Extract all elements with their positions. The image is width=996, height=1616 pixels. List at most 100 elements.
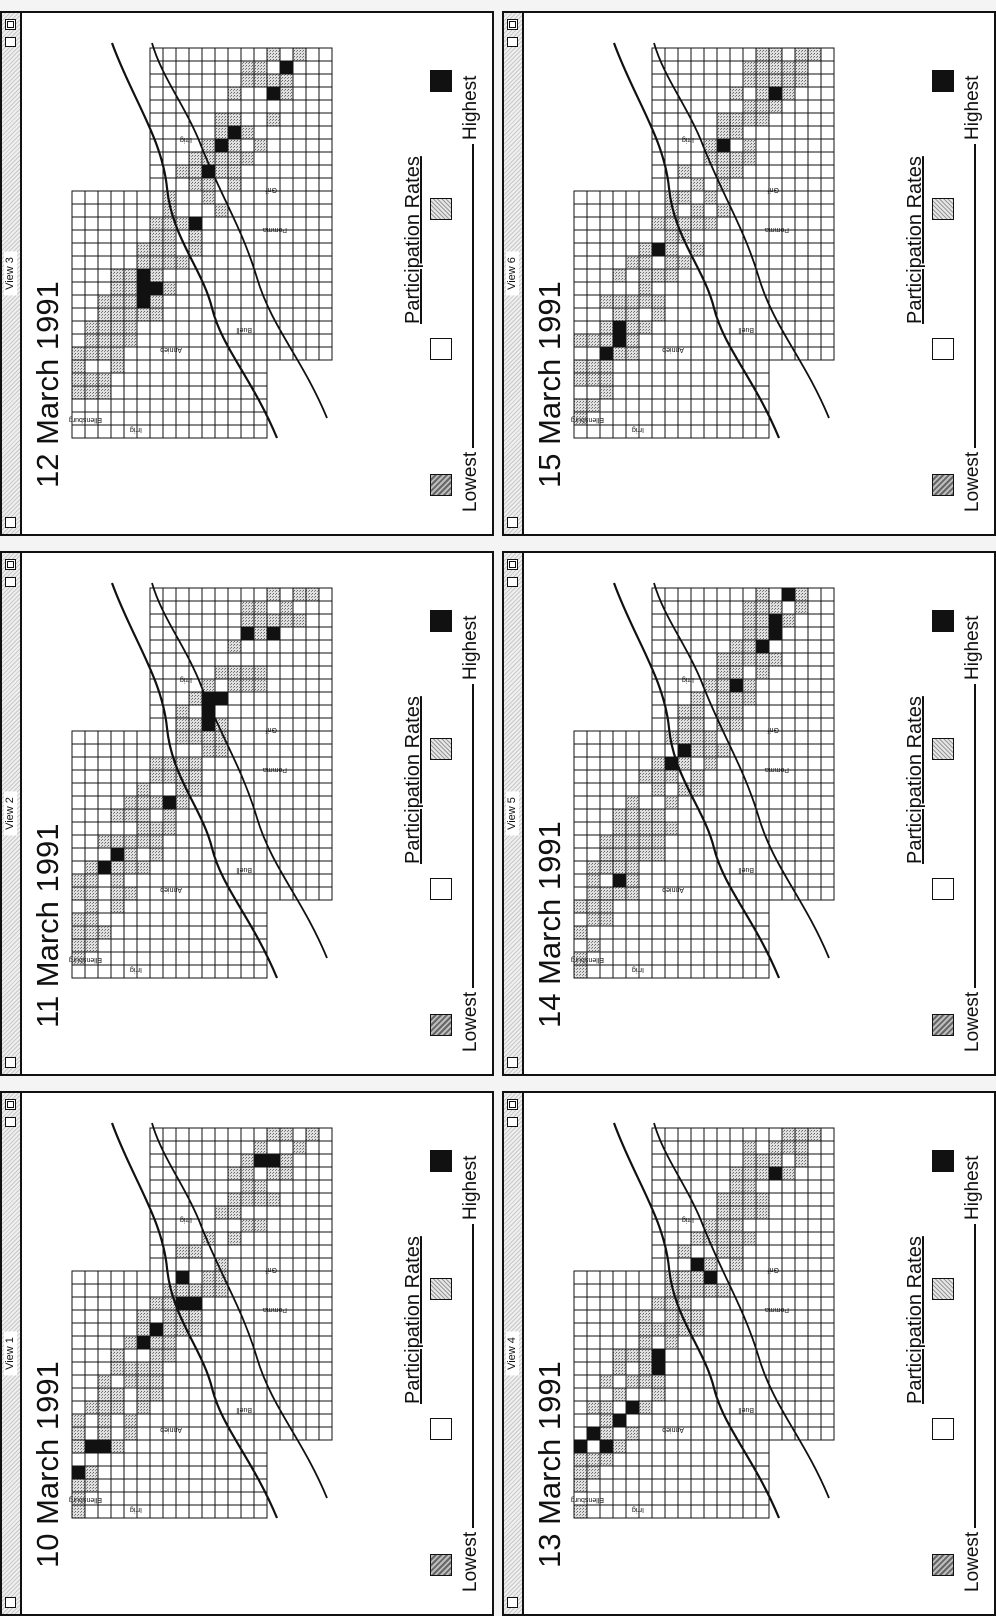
grid-cell bbox=[240, 665, 255, 680]
grid-cell bbox=[227, 1348, 242, 1363]
collapse-box-icon[interactable] bbox=[5, 37, 16, 47]
grid-cell bbox=[188, 821, 203, 836]
grid-cell bbox=[266, 86, 281, 101]
window-titlebar[interactable]: View 3 bbox=[2, 13, 22, 534]
grid-cell bbox=[227, 255, 242, 270]
grid-cell bbox=[110, 1296, 125, 1311]
zoom-box-icon[interactable] bbox=[5, 1099, 16, 1110]
view-window-6[interactable]: View 6 15 March 1991 Ellensburg Irrig Pomm… bbox=[502, 11, 996, 536]
close-box-icon[interactable] bbox=[5, 517, 16, 528]
grid-cell bbox=[794, 1348, 809, 1363]
grid-cell bbox=[227, 1218, 242, 1233]
grid-cell bbox=[651, 242, 666, 257]
grid-cell bbox=[768, 1166, 783, 1181]
grid-cell bbox=[690, 873, 705, 888]
grid-cell bbox=[214, 1322, 229, 1337]
grid-cell bbox=[240, 1231, 255, 1246]
zoom-box-icon[interactable] bbox=[5, 19, 16, 30]
grid-cell bbox=[175, 795, 190, 810]
view-window-3[interactable]: View 3 12 March 1991 Ellensburg Irrig Pomm… bbox=[0, 11, 494, 536]
grid-cell bbox=[612, 281, 627, 296]
grid-cell bbox=[71, 1296, 86, 1311]
legend-title: Participation Rates bbox=[402, 156, 424, 324]
grid-cell bbox=[599, 1348, 614, 1363]
grid-cell bbox=[149, 1504, 164, 1519]
grid-cell bbox=[651, 704, 666, 719]
grid-cell bbox=[703, 1140, 718, 1155]
grid-cell bbox=[703, 203, 718, 218]
zoom-box-icon[interactable] bbox=[5, 559, 16, 570]
window-titlebar[interactable]: View 6 bbox=[504, 13, 524, 534]
grid-cell bbox=[266, 639, 281, 654]
grid-cell bbox=[690, 320, 705, 335]
grid-cell bbox=[162, 769, 177, 784]
grid-cell bbox=[71, 743, 86, 758]
zoom-box-icon[interactable] bbox=[507, 19, 518, 30]
map-place-label: Buell bbox=[738, 326, 754, 333]
grid-cell bbox=[625, 1348, 640, 1363]
collapse-box-icon[interactable] bbox=[507, 1117, 518, 1127]
view-window-4[interactable]: View 4 13 March 1991 Ellensburg Irrig Pomm… bbox=[502, 1091, 996, 1616]
grid-cell bbox=[162, 1361, 177, 1376]
zoom-box-icon[interactable] bbox=[507, 559, 518, 570]
window-titlebar[interactable]: View 1 bbox=[2, 1093, 22, 1614]
grid-cell bbox=[123, 795, 138, 810]
grid-cell bbox=[162, 138, 177, 153]
grid-cell bbox=[253, 717, 268, 732]
map-place-label: Pomma bbox=[765, 766, 789, 773]
grid-cell bbox=[279, 151, 294, 166]
grid-cell bbox=[227, 1374, 242, 1389]
close-box-icon[interactable] bbox=[5, 1057, 16, 1068]
grid-cell bbox=[781, 294, 796, 309]
grid-cell bbox=[188, 1478, 203, 1493]
grid-cell bbox=[729, 1374, 744, 1389]
grid-cell bbox=[305, 242, 320, 257]
grid-cell bbox=[214, 1283, 229, 1298]
grid-cell bbox=[162, 1504, 177, 1519]
grid-cell bbox=[794, 112, 809, 127]
close-box-icon[interactable] bbox=[507, 1597, 518, 1608]
grid-cell bbox=[781, 1244, 796, 1259]
grid-cell bbox=[240, 1478, 255, 1493]
grid-cell bbox=[664, 808, 679, 823]
grid-cell bbox=[84, 1439, 99, 1454]
window-titlebar[interactable]: View 4 bbox=[504, 1093, 524, 1614]
grid-cell bbox=[188, 411, 203, 426]
view-window-5[interactable]: View 5 14 March 1991 Ellensburg Irrig Pomm… bbox=[502, 551, 996, 1076]
zoom-box-icon[interactable] bbox=[507, 1099, 518, 1110]
grid-cell bbox=[573, 1504, 588, 1519]
grid-cell bbox=[227, 190, 242, 205]
grid-cell bbox=[651, 964, 666, 979]
grid-cell bbox=[136, 216, 151, 231]
grid-cell bbox=[292, 1335, 307, 1350]
grid-cell bbox=[84, 1270, 99, 1285]
close-box-icon[interactable] bbox=[5, 1597, 16, 1608]
grid-cell bbox=[136, 860, 151, 875]
grid-cell bbox=[227, 613, 242, 628]
grid-cell bbox=[136, 1309, 151, 1324]
view-window-2[interactable]: View 2 11 March 1991 Ellensburg Irrig Pomm… bbox=[0, 551, 494, 1076]
window-titlebar[interactable]: View 5 bbox=[504, 553, 524, 1074]
grid-cell bbox=[586, 1283, 601, 1298]
window-titlebar[interactable]: View 2 bbox=[2, 553, 22, 1074]
grid-cell bbox=[716, 1452, 731, 1467]
grid-cell bbox=[240, 398, 255, 413]
collapse-box-icon[interactable] bbox=[5, 577, 16, 587]
grid-cell bbox=[266, 1231, 281, 1246]
collapse-box-icon[interactable] bbox=[5, 1117, 16, 1127]
grid-cell bbox=[599, 1270, 614, 1285]
grid-cell bbox=[201, 600, 216, 615]
grid-cell bbox=[188, 1244, 203, 1259]
grid-cell bbox=[123, 938, 138, 953]
river-line bbox=[612, 582, 781, 979]
collapse-box-icon[interactable] bbox=[507, 577, 518, 587]
legend-swatch-lowest bbox=[932, 1554, 954, 1576]
close-box-icon[interactable] bbox=[507, 1057, 518, 1068]
grid-cell bbox=[214, 678, 229, 693]
grid-cell bbox=[820, 1335, 835, 1350]
collapse-box-icon[interactable] bbox=[507, 37, 518, 47]
close-box-icon[interactable] bbox=[507, 517, 518, 528]
view-window-1[interactable]: View 1 10 March 1991 Ellensburg Irrig Pomm… bbox=[0, 1091, 494, 1616]
grid-cell bbox=[742, 60, 757, 75]
